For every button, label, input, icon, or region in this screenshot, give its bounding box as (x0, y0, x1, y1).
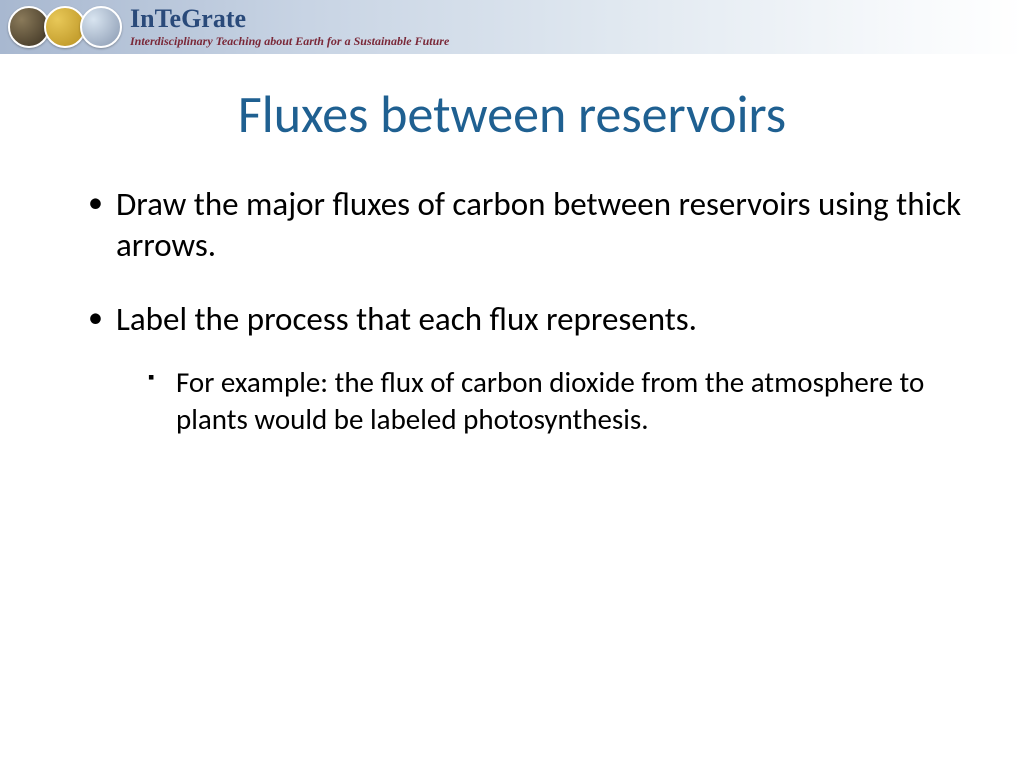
brand-text: InTeGrate Interdisciplinary Teaching abo… (130, 6, 449, 49)
sub-bullet-text: For example: the flux of carbon dioxide … (176, 364, 924, 438)
logo-circle-mountain-icon (80, 6, 122, 48)
bullet-text: Label the process that each flux represe… (116, 299, 697, 339)
slide-content: Fluxes between reservoirs Draw the major… (0, 54, 1024, 439)
brand-name: InTeGrate (130, 6, 449, 32)
sub-bullet-item: For example: the flux of carbon dioxide … (148, 364, 964, 439)
header-banner: InTeGrate Interdisciplinary Teaching abo… (0, 0, 1024, 54)
bullet-item: Draw the major fluxes of carbon between … (88, 184, 964, 267)
sub-list: For example: the flux of carbon dioxide … (116, 364, 964, 439)
logo-circles (8, 6, 116, 48)
bullet-list: Draw the major fluxes of carbon between … (60, 184, 964, 439)
bullet-item: Label the process that each flux represe… (88, 299, 964, 440)
brand-tagline: Interdisciplinary Teaching about Earth f… (130, 34, 449, 49)
slide-title: Fluxes between reservoirs (60, 82, 964, 146)
bullet-text: Draw the major fluxes of carbon between … (116, 184, 961, 265)
